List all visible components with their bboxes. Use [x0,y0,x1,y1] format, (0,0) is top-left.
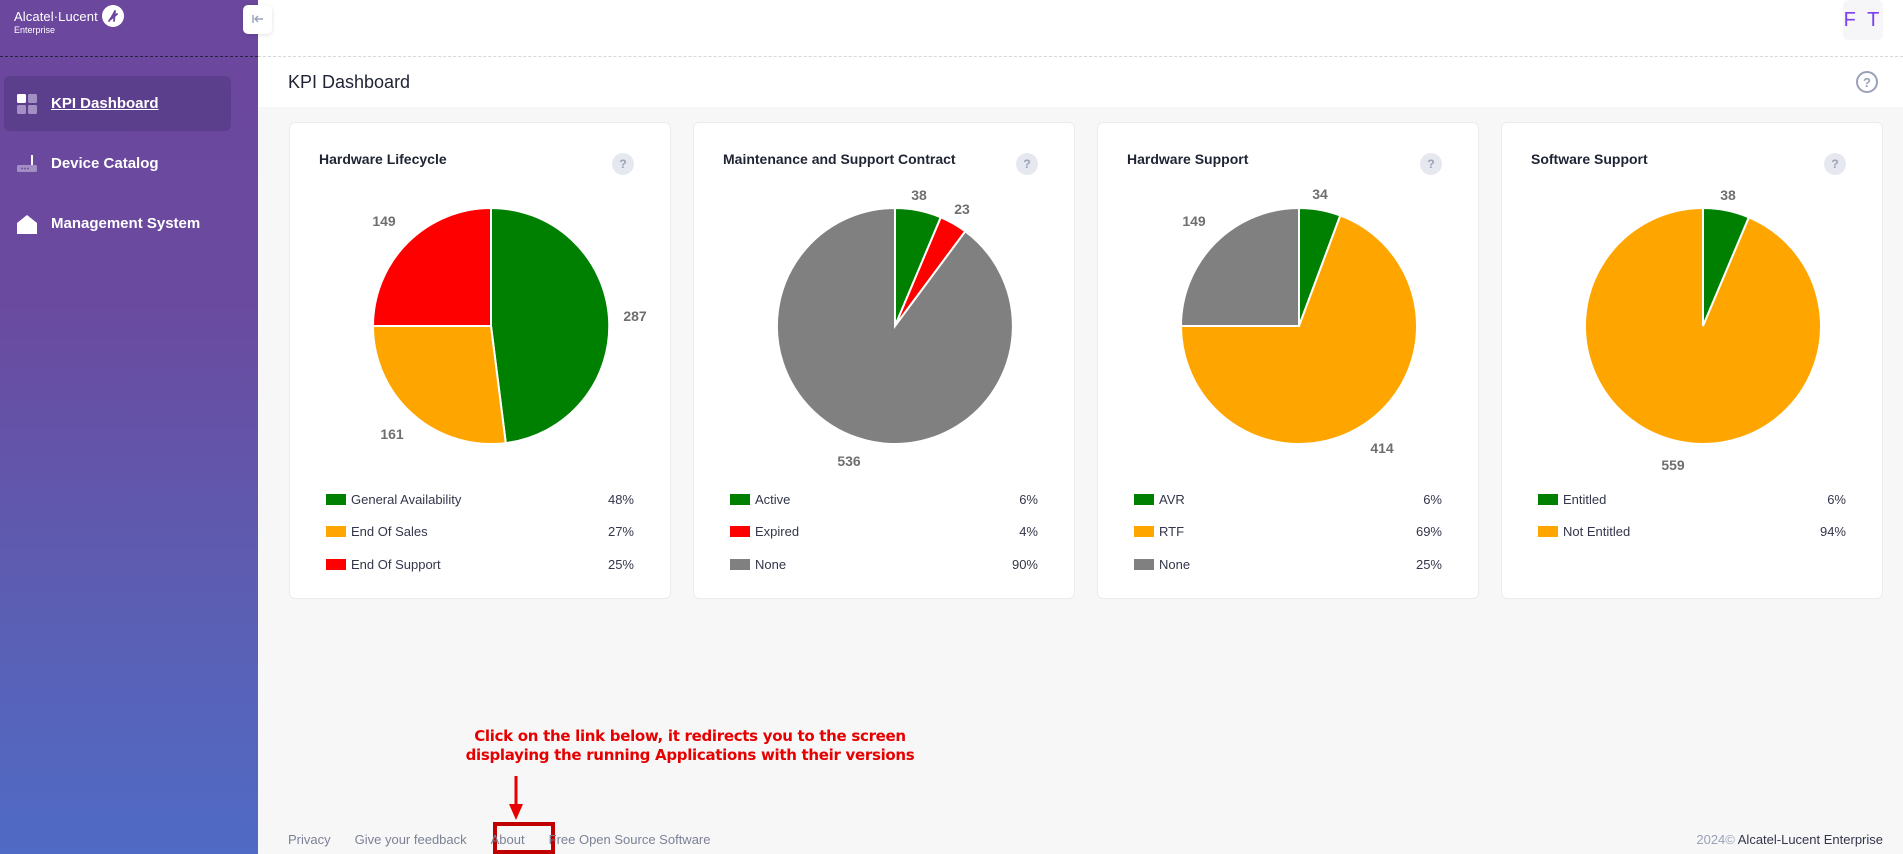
pie-slice-none [1179,206,1300,327]
legend-swatch [730,526,750,538]
sidebar-nav: KPI Dashboard Device Catalog Management … [4,76,231,256]
footer-link-feedback[interactable]: Give your feedback [354,832,467,847]
legend-swatch [1538,526,1558,538]
legend-swatch [326,493,346,505]
pie-value-label: 38 [1720,187,1736,203]
pie-value-label: 414 [1370,440,1394,456]
footer-links: Privacy Give your feedback About Free Op… [288,832,734,847]
pie-value-label: 287 [623,308,647,324]
legend-swatch [1134,558,1154,570]
annotation-line: displaying the running Applications with… [465,746,915,764]
sidebar-item-label: Management System [51,215,201,232]
sidebar-divider [0,56,258,57]
top-header: F T [258,0,1903,57]
copyright-company: Alcatel-Lucent Enterprise [1734,832,1883,847]
footer-link-privacy[interactable]: Privacy [288,832,331,847]
help-icon[interactable]: ? [1824,153,1846,175]
card-title: Software Support [1531,151,1648,167]
chart-legend: Active 6% Expired 4% None 90% [730,483,1038,581]
card-title: Hardware Lifecycle [319,151,447,167]
legend-swatch [326,526,346,538]
sidebar-item-management-system[interactable]: Management System [4,196,231,251]
help-icon[interactable]: ? [1420,153,1442,175]
page-title: KPI Dashboard [288,72,411,92]
legend-item[interactable]: Active 6% [730,483,1038,516]
pie-value-label: 34 [1312,186,1328,202]
annotation-highlight-box [493,822,555,854]
pie-value-label: 149 [1182,213,1206,229]
annotation-callout: Click on the link below, it redirects yo… [400,727,980,765]
legend-item[interactable]: None 25% [1134,548,1442,581]
card-title: Maintenance and Support Contract [723,151,956,167]
legend-swatch [730,493,750,505]
pie-slice-not-entitled [1584,206,1822,445]
footer-link-foss[interactable]: Free Open Source Software [548,832,711,847]
router-device-icon [16,153,38,175]
user-avatar[interactable]: F T [1843,0,1883,40]
footer-link-about[interactable]: About [490,832,525,847]
kpi-cards: Hardware Lifecycle ? 287 161 149 General… [289,122,1883,599]
page-title-bar: KPI Dashboard ? [258,57,1903,107]
pie-value-label: 149 [372,213,396,229]
legend-swatch [1134,526,1154,538]
pie-chart[interactable] [1098,123,1480,483]
pie-value-label: 23 [954,201,970,217]
card-software-support: Software Support ? 38 559 Entitled 6% Not… [1501,122,1883,599]
pie-value-label: 559 [1661,457,1685,473]
collapse-sidebar-button[interactable] [243,5,272,34]
card-hardware-support: Hardware Support ? 34 414 149 AVR 6% RTF 6… [1097,122,1479,599]
sidebar-item-kpi-dashboard[interactable]: KPI Dashboard [4,76,231,131]
page-help-icon[interactable]: ? [1856,71,1878,93]
chart-legend: Entitled 6% Not Entitled 94% [1538,483,1846,548]
sidebar-item-label: Device Catalog [51,155,159,172]
pie-chart[interactable] [1502,123,1884,483]
card-title: Hardware Support [1127,151,1249,167]
copyright-year: 2024© [1696,832,1735,847]
pie-slice-general-availability [490,206,611,445]
help-icon[interactable]: ? [612,153,634,175]
pie-slice-none [775,206,1014,445]
legend-item[interactable]: Expired 4% [730,516,1038,549]
annotation-line: Click on the link below, it redirects yo… [474,727,906,745]
pie-chart[interactable] [694,123,1076,483]
brand-subtitle: Enterprise [14,25,56,35]
brand-logo[interactable]: Alcatel·Lucent Enterprise [14,5,124,35]
help-icon[interactable]: ? [1016,153,1038,175]
pie-value-label: 38 [911,187,927,203]
legend-item[interactable]: AVR 6% [1134,483,1442,516]
ale-logo-icon [101,5,124,27]
brand-name: Alcatel·Lucent [14,8,98,24]
legend-item[interactable]: End Of Sales 27% [326,516,634,549]
card-maintenance-support-contract: Maintenance and Support Contract ? 38 23… [693,122,1075,599]
chart-legend: AVR 6% RTF 69% None 25% [1134,483,1442,581]
sidebar-item-label: KPI Dashboard [51,95,159,112]
legend-swatch [1538,493,1558,505]
collapse-left-icon [251,11,264,29]
pie-value-label: 161 [380,426,404,442]
copyright: 2024© Alcatel-Lucent Enterprise [1696,832,1883,847]
card-hardware-lifecycle: Hardware Lifecycle ? 287 161 149 General… [289,122,671,599]
legend-item[interactable]: RTF 69% [1134,516,1442,549]
pie-slice-end-of-support [371,206,492,327]
chart-legend: General Availability 48% End Of Sales 27% … [326,483,634,581]
sidebar: Alcatel·Lucent Enterprise KPI Dashboard [0,0,258,854]
legend-item[interactable]: Entitled 6% [1538,483,1846,516]
legend-swatch [730,558,750,570]
pie-slice-end-of-sales [371,325,507,446]
legend-item[interactable]: General Availability 48% [326,483,634,516]
annotation-arrow-icon [509,776,523,820]
pie-chart[interactable] [290,123,672,483]
legend-item[interactable]: None 90% [730,548,1038,581]
legend-item[interactable]: Not Entitled 94% [1538,516,1846,549]
home-icon [16,213,38,235]
legend-swatch [1134,493,1154,505]
dashboard-grid-icon [16,93,38,115]
sidebar-item-device-catalog[interactable]: Device Catalog [4,136,231,191]
pie-value-label: 536 [837,453,861,469]
legend-item[interactable]: End Of Support 25% [326,548,634,581]
legend-swatch [326,558,346,570]
pie-slice-rtf [1179,214,1418,445]
